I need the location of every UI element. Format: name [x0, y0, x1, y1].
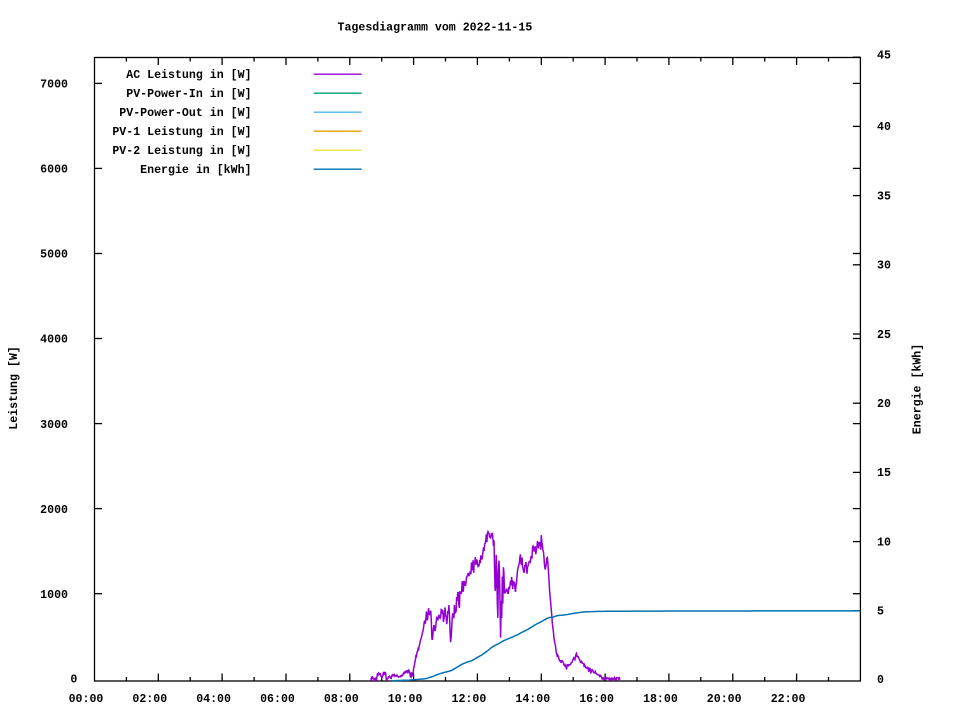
- svg-text:Leistung [W]: Leistung [W]: [8, 346, 21, 430]
- svg-text:6000: 6000: [40, 164, 68, 177]
- svg-text:PV-Power-Out in [W]: PV-Power-Out in [W]: [119, 107, 251, 120]
- svg-text:5000: 5000: [40, 249, 68, 262]
- svg-text:5: 5: [877, 606, 884, 619]
- svg-text:3000: 3000: [40, 419, 68, 432]
- svg-text:25: 25: [877, 329, 891, 342]
- svg-text:12:00: 12:00: [452, 693, 487, 706]
- svg-text:15: 15: [877, 467, 891, 480]
- svg-text:1000: 1000: [40, 589, 68, 602]
- svg-text:14:00: 14:00: [515, 693, 550, 706]
- svg-text:16:00: 16:00: [579, 693, 614, 706]
- svg-text:2000: 2000: [40, 504, 68, 517]
- svg-text:06:00: 06:00: [260, 693, 295, 706]
- svg-text:20:00: 20:00: [707, 693, 742, 706]
- svg-text:22:00: 22:00: [771, 693, 806, 706]
- svg-text:PV-2 Leistung in [W]: PV-2 Leistung in [W]: [112, 145, 251, 158]
- svg-text:18:00: 18:00: [643, 693, 678, 706]
- svg-text:Energie [kWh]: Energie [kWh]: [911, 344, 924, 434]
- svg-text:08:00: 08:00: [324, 693, 359, 706]
- svg-text:Energie in [kWh]: Energie in [kWh]: [140, 164, 251, 177]
- svg-text:10:00: 10:00: [388, 693, 423, 706]
- svg-text:Tagesdiagramm vom 2022-11-15: Tagesdiagramm vom 2022-11-15: [337, 22, 532, 35]
- svg-text:00:00: 00:00: [69, 693, 104, 706]
- svg-text:45: 45: [877, 49, 891, 62]
- svg-text:7000: 7000: [40, 79, 68, 92]
- svg-text:10: 10: [877, 536, 891, 549]
- svg-text:20: 20: [877, 398, 891, 411]
- svg-text:0: 0: [877, 674, 884, 687]
- svg-text:35: 35: [877, 190, 891, 203]
- svg-text:AC Leistung in [W]: AC Leistung in [W]: [126, 69, 251, 82]
- svg-text:4000: 4000: [40, 334, 68, 347]
- svg-text:0: 0: [70, 673, 77, 686]
- svg-text:PV-1 Leistung in [W]: PV-1 Leistung in [W]: [112, 126, 251, 139]
- svg-text:04:00: 04:00: [196, 693, 231, 706]
- svg-text:30: 30: [877, 260, 891, 273]
- svg-text:PV-Power-In in [W]: PV-Power-In in [W]: [126, 88, 251, 101]
- svg-text:02:00: 02:00: [132, 693, 167, 706]
- svg-text:40: 40: [877, 121, 891, 134]
